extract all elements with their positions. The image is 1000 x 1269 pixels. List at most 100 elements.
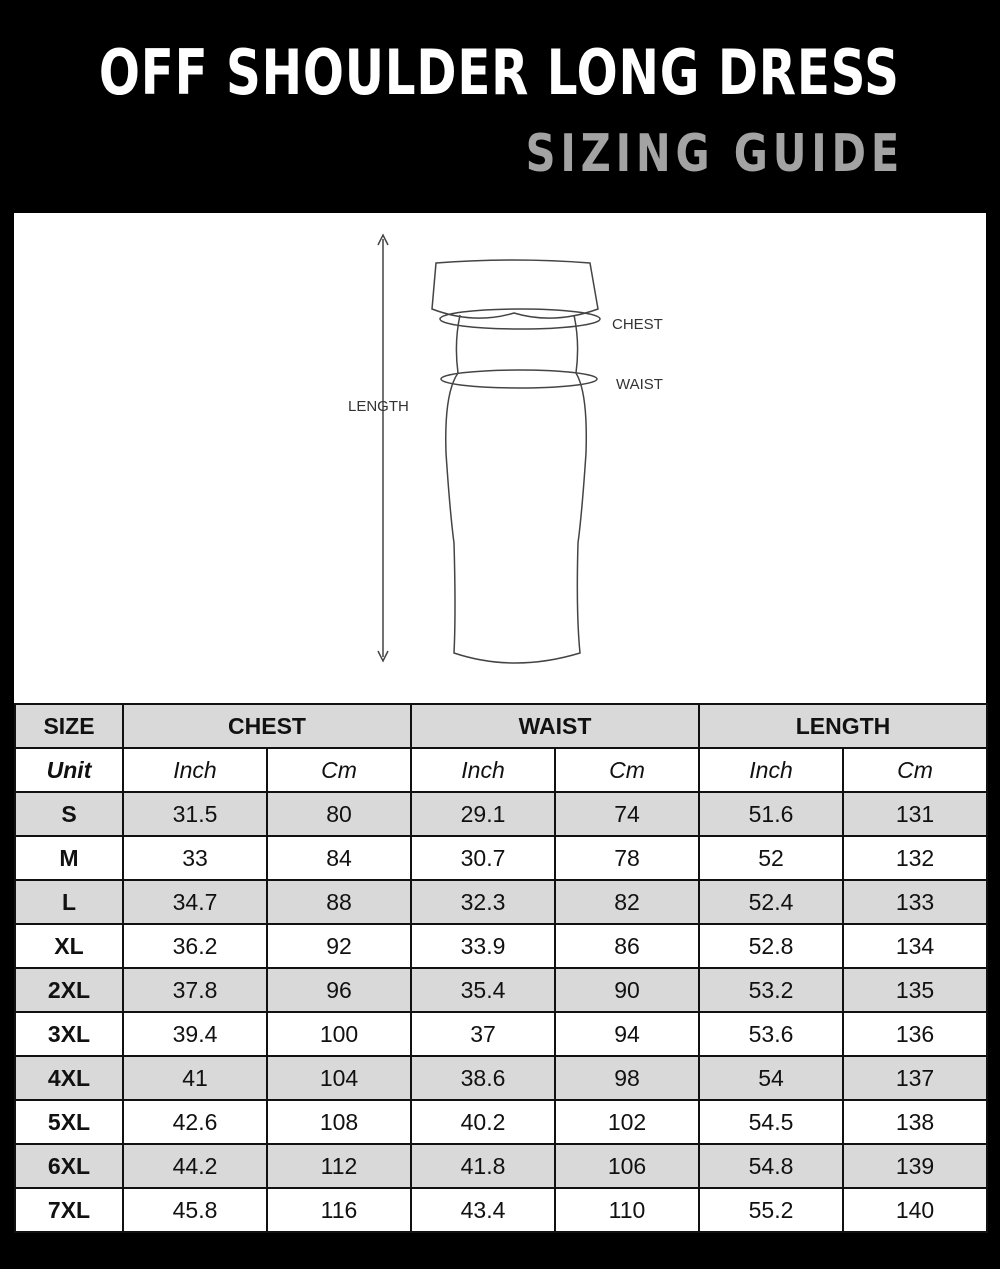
- unit-row: Unit Inch Cm Inch Cm Inch Cm: [14, 747, 989, 793]
- length-header: LENGTH: [698, 703, 989, 749]
- value-cell: 94: [554, 1011, 701, 1057]
- value-cell: 131: [842, 791, 989, 837]
- value-cell: 41.8: [410, 1143, 557, 1189]
- value-cell: 37: [410, 1011, 557, 1057]
- value-cell: 112: [265, 1143, 413, 1189]
- value-cell: 32.3: [410, 879, 557, 925]
- value-cell: 52: [698, 835, 845, 881]
- size-header: SIZE: [14, 703, 124, 749]
- value-cell: 34.7: [122, 879, 268, 925]
- value-cell: 51.6: [698, 791, 845, 837]
- value-cell: 134: [842, 923, 989, 969]
- table-row: 7XL 45.8 116 43.4 110 55.2 140: [14, 1187, 989, 1233]
- value-cell: 132: [842, 835, 989, 881]
- table-header-row: SIZE CHEST WAIST LENGTH: [14, 703, 989, 749]
- size-cell: L: [14, 879, 124, 925]
- dress-diagram: CHEST WAIST LENGTH: [14, 213, 986, 703]
- value-cell: 139: [842, 1143, 989, 1189]
- value-cell: 44.2: [122, 1143, 268, 1189]
- value-cell: 37.8: [122, 967, 268, 1013]
- value-cell: 33.9: [410, 923, 557, 969]
- value-cell: 133: [842, 879, 989, 925]
- value-cell: 31.5: [122, 791, 268, 837]
- table-row: S 31.5 80 29.1 74 51.6 131: [14, 791, 989, 837]
- value-cell: 52.4: [698, 879, 845, 925]
- size-cell: XL: [14, 923, 124, 969]
- value-cell: 86: [554, 923, 701, 969]
- table-row: L 34.7 88 32.3 82 52.4 133: [14, 879, 989, 925]
- size-cell: 7XL: [14, 1187, 124, 1233]
- size-cell: M: [14, 835, 124, 881]
- size-cell: 4XL: [14, 1055, 124, 1101]
- value-cell: 82: [554, 879, 701, 925]
- table-row: 4XL 41 104 38.6 98 54 137: [14, 1055, 989, 1101]
- value-cell: 116: [265, 1187, 413, 1233]
- value-cell: 45.8: [122, 1187, 268, 1233]
- waist-line: [440, 369, 598, 389]
- dress-outline: [431, 259, 599, 319]
- unit-label: Unit: [14, 747, 124, 793]
- value-cell: 140: [842, 1187, 989, 1233]
- chest-label: CHEST: [612, 316, 663, 333]
- value-cell: 74: [554, 791, 701, 837]
- value-cell: 55.2: [698, 1187, 845, 1233]
- page-title: OFF SHOULDER LONG DRESS: [99, 36, 900, 109]
- value-cell: 54.5: [698, 1099, 845, 1145]
- value-cell: 33: [122, 835, 268, 881]
- size-cell: 5XL: [14, 1099, 124, 1145]
- value-cell: 53.2: [698, 967, 845, 1013]
- value-cell: 102: [554, 1099, 701, 1145]
- value-cell: 41: [122, 1055, 268, 1101]
- size-cell: S: [14, 791, 124, 837]
- value-cell: 43.4: [410, 1187, 557, 1233]
- table-row: XL 36.2 92 33.9 86 52.8 134: [14, 923, 989, 969]
- value-cell: 53.6: [698, 1011, 845, 1057]
- unit-cell: Cm: [265, 747, 413, 793]
- dress-illustration: CHEST WAIST LENGTH: [348, 233, 663, 664]
- value-cell: 78: [554, 835, 701, 881]
- value-cell: 52.8: [698, 923, 845, 969]
- value-cell: 137: [842, 1055, 989, 1101]
- value-cell: 30.7: [410, 835, 557, 881]
- value-cell: 42.6: [122, 1099, 268, 1145]
- table-row: 6XL 44.2 112 41.8 106 54.8 139: [14, 1143, 989, 1189]
- value-cell: 35.4: [410, 967, 557, 1013]
- value-cell: 29.1: [410, 791, 557, 837]
- value-cell: 54.8: [698, 1143, 845, 1189]
- value-cell: 96: [265, 967, 413, 1013]
- unit-cell: Inch: [698, 747, 845, 793]
- value-cell: 136: [842, 1011, 989, 1057]
- value-cell: 36.2: [122, 923, 268, 969]
- value-cell: 110: [554, 1187, 701, 1233]
- table-row: 5XL 42.6 108 40.2 102 54.5 138: [14, 1099, 989, 1145]
- value-cell: 100: [265, 1011, 413, 1057]
- value-cell: 104: [265, 1055, 413, 1101]
- value-cell: 98: [554, 1055, 701, 1101]
- table-row: 2XL 37.8 96 35.4 90 53.2 135: [14, 967, 989, 1013]
- value-cell: 80: [265, 791, 413, 837]
- value-cell: 40.2: [410, 1099, 557, 1145]
- value-cell: 84: [265, 835, 413, 881]
- unit-cell: Inch: [410, 747, 557, 793]
- size-table: SIZE CHEST WAIST LENGTH Unit Inch Cm Inc…: [14, 703, 989, 1233]
- unit-cell: Cm: [842, 747, 989, 793]
- size-cell: 2XL: [14, 967, 124, 1013]
- value-cell: 106: [554, 1143, 701, 1189]
- waist-label: WAIST: [616, 376, 663, 393]
- size-cell: 3XL: [14, 1011, 124, 1057]
- table-row: 3XL 39.4 100 37 94 53.6 136: [14, 1011, 989, 1057]
- value-cell: 92: [265, 923, 413, 969]
- value-cell: 54: [698, 1055, 845, 1101]
- value-cell: 138: [842, 1099, 989, 1145]
- chest-header: CHEST: [121, 703, 413, 749]
- value-cell: 90: [554, 967, 701, 1013]
- value-cell: 39.4: [122, 1011, 268, 1057]
- value-cell: 108: [265, 1099, 413, 1145]
- size-cell: 6XL: [14, 1143, 124, 1189]
- unit-cell: Cm: [554, 747, 701, 793]
- value-cell: 88: [265, 879, 413, 925]
- chest-line: [439, 308, 601, 330]
- table-row: M 33 84 30.7 78 52 132: [14, 835, 989, 881]
- length-label: LENGTH: [348, 398, 409, 415]
- waist-header: WAIST: [410, 703, 701, 749]
